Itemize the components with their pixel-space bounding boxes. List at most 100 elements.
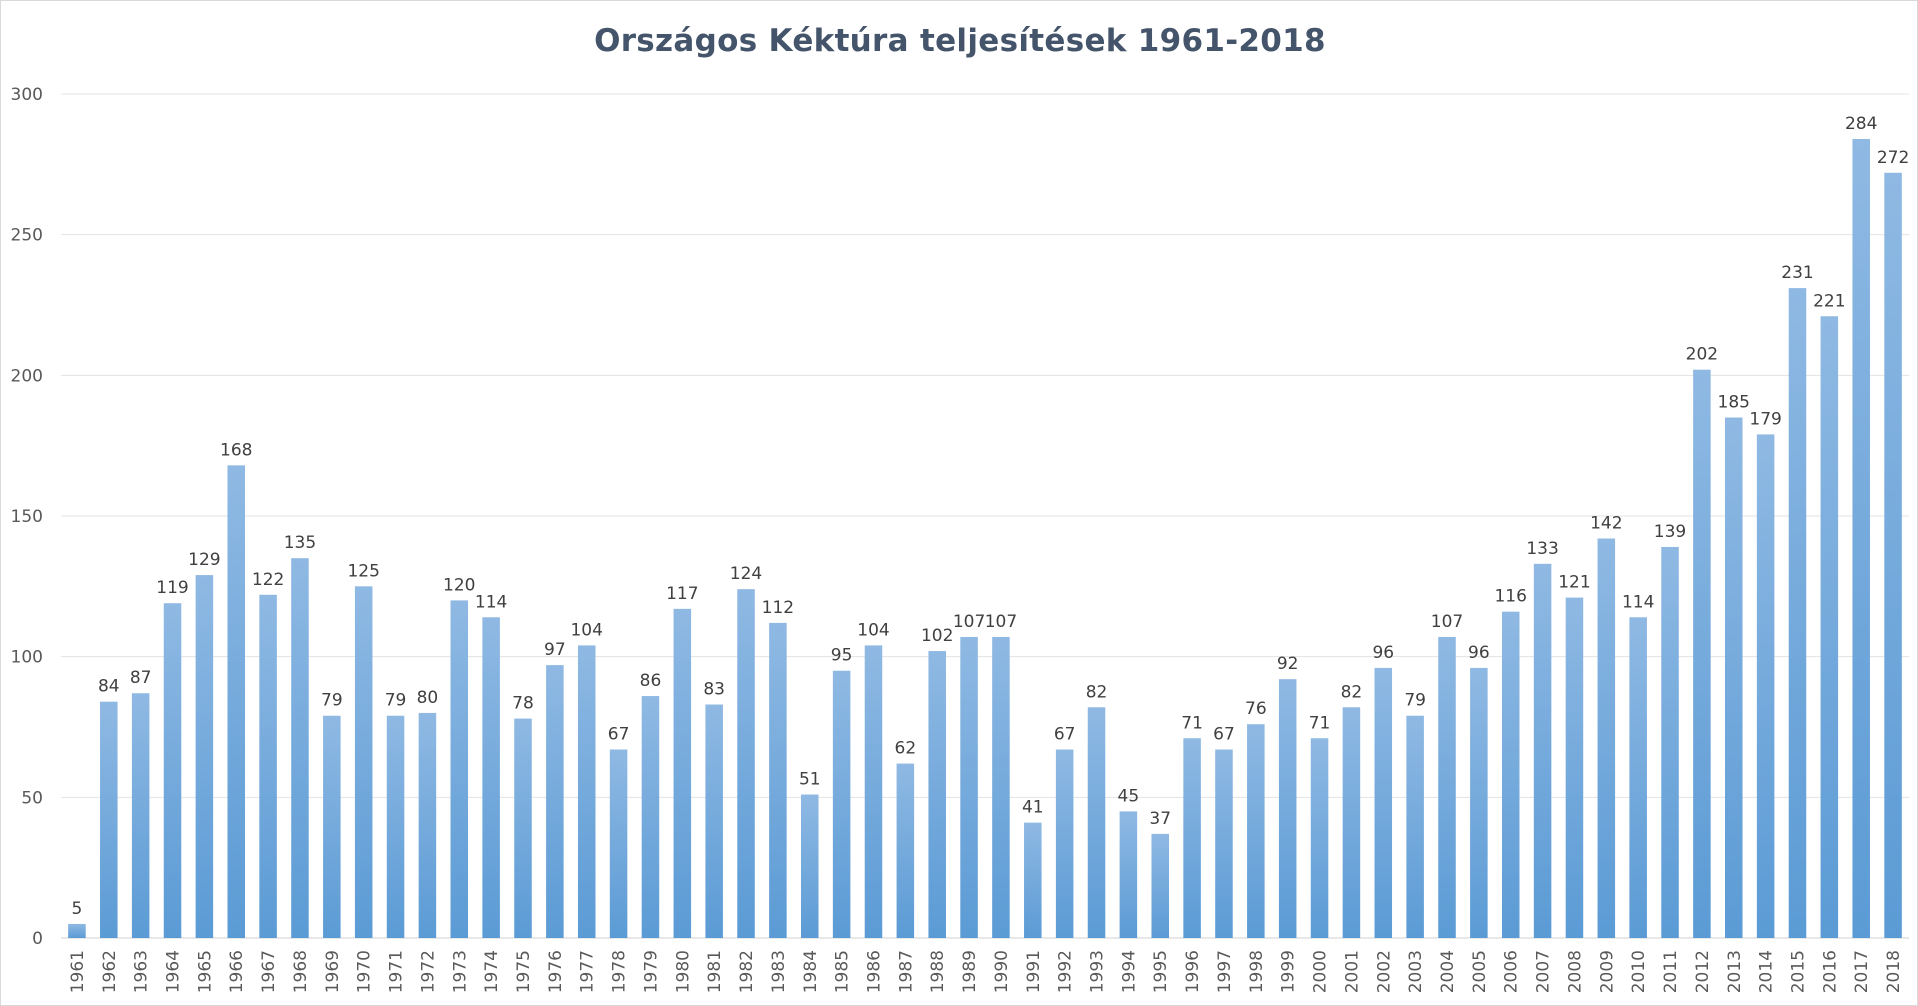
data-label-1998: 76 [1245, 699, 1267, 719]
bar-1963 [131, 693, 150, 938]
data-label-1981: 83 [703, 679, 725, 699]
data-label-2018: 272 [1877, 148, 1909, 168]
bar-1968 [291, 558, 309, 938]
data-label-1999: 92 [1277, 654, 1299, 674]
x-tick-label: 1981 [705, 950, 725, 993]
bar-1996 [1183, 738, 1201, 938]
bar-1980 [673, 608, 692, 938]
data-label-1997: 67 [1213, 725, 1235, 745]
data-label-1989: 107 [953, 612, 985, 632]
x-tick-label: 1982 [737, 950, 757, 993]
data-label-1968: 135 [284, 533, 316, 553]
chart-title: Országos Kéktúra teljesítések 1961-2018 [594, 23, 1326, 59]
bar-2008 [1565, 597, 1584, 938]
bar-1967 [259, 594, 277, 938]
data-label-2003: 79 [1404, 691, 1426, 711]
bar-2014 [1756, 434, 1775, 938]
x-tick-label: 2005 [1470, 950, 1490, 993]
x-tick-label: 2004 [1438, 950, 1458, 993]
data-label-1969: 79 [321, 691, 343, 711]
data-label-1982: 124 [730, 564, 762, 584]
data-label-1993: 82 [1086, 682, 1108, 702]
data-label-2005: 96 [1468, 643, 1490, 663]
x-tick-label: 1971 [387, 950, 407, 993]
bar-1972 [418, 712, 437, 938]
bar-1979 [641, 696, 660, 938]
data-label-1991: 41 [1022, 798, 1044, 818]
data-label-1971: 79 [385, 691, 407, 711]
x-tick-label: 1992 [1056, 950, 1076, 993]
x-tick-label: 2017 [1852, 950, 1872, 993]
x-tick-label: 2009 [1597, 950, 1617, 993]
data-label-2012: 202 [1686, 345, 1718, 365]
bars [68, 139, 1902, 939]
data-label-2011: 139 [1654, 522, 1686, 542]
bar-2007 [1533, 563, 1552, 938]
x-tick-label: 2012 [1693, 950, 1713, 993]
data-label-1972: 80 [417, 688, 439, 708]
x-tick-label: 1980 [673, 950, 693, 993]
data-label-1966: 168 [220, 440, 252, 460]
x-tick-label: 1970 [355, 950, 375, 993]
bar-1987 [896, 763, 915, 938]
x-tick-label: 1983 [769, 950, 789, 993]
bar-2011 [1661, 546, 1679, 938]
data-label-1970: 125 [347, 561, 379, 581]
data-label-2001: 82 [1341, 682, 1363, 702]
bar-2006 [1501, 611, 1520, 938]
data-label-1995: 37 [1149, 809, 1171, 829]
x-tick-label: 1995 [1151, 950, 1171, 993]
data-label-1967: 122 [252, 570, 284, 590]
bar-2013 [1724, 417, 1743, 938]
x-tick-label: 2015 [1788, 950, 1808, 993]
x-tick-label: 1966 [227, 950, 247, 993]
x-tick-label: 2016 [1820, 950, 1840, 993]
x-tick-label: 1969 [323, 950, 343, 993]
bar-1993 [1087, 707, 1106, 938]
x-tick-label: 1997 [1215, 950, 1235, 993]
y-tick-label: 50 [21, 788, 43, 808]
x-tick-label: 2001 [1342, 950, 1362, 993]
bar-1966 [227, 465, 246, 938]
data-label-1994: 45 [1118, 786, 1140, 806]
y-tick-label: 150 [11, 507, 43, 527]
data-label-1987: 62 [895, 739, 917, 759]
data-label-1974: 114 [475, 592, 507, 612]
data-label-2014: 179 [1749, 409, 1781, 429]
data-label-1963: 87 [130, 668, 152, 688]
x-tick-label: 1987 [896, 950, 916, 993]
bar-1997 [1215, 749, 1233, 938]
x-tick-label: 1985 [833, 950, 853, 993]
bar-2009 [1597, 538, 1616, 938]
bar-1964 [163, 603, 182, 938]
bar-1971 [386, 715, 405, 938]
x-tick-label: 1963 [132, 950, 152, 993]
data-label-2013: 185 [1718, 393, 1750, 413]
data-label-2004: 107 [1431, 612, 1463, 632]
x-tick-label: 2011 [1661, 950, 1681, 993]
bar-2016 [1820, 316, 1839, 939]
x-tick-label: 1990 [992, 950, 1012, 993]
bar-2003 [1406, 715, 1424, 938]
bar-1991 [1024, 822, 1042, 938]
x-tick-label: 2000 [1311, 950, 1331, 993]
x-tick-label: 1979 [641, 950, 661, 993]
x-tick-label: 1994 [1119, 950, 1139, 993]
data-label-2010: 114 [1622, 592, 1654, 612]
x-tick-label: 1993 [1088, 950, 1108, 993]
data-label-1964: 119 [156, 578, 188, 598]
x-tick-label: 2008 [1565, 950, 1585, 993]
x-tick-label: 2003 [1406, 950, 1426, 993]
x-tick-label: 1974 [482, 950, 502, 993]
bar-1981 [705, 704, 723, 938]
bar-1982 [737, 589, 755, 938]
x-tick-label: 2018 [1884, 950, 1904, 993]
bar-2010 [1629, 617, 1647, 938]
x-tick-label: 1972 [418, 950, 438, 993]
bar-1999 [1278, 679, 1297, 938]
y-tick-label: 100 [11, 648, 43, 668]
bar-2005 [1470, 667, 1488, 938]
bar-1998 [1247, 724, 1265, 938]
